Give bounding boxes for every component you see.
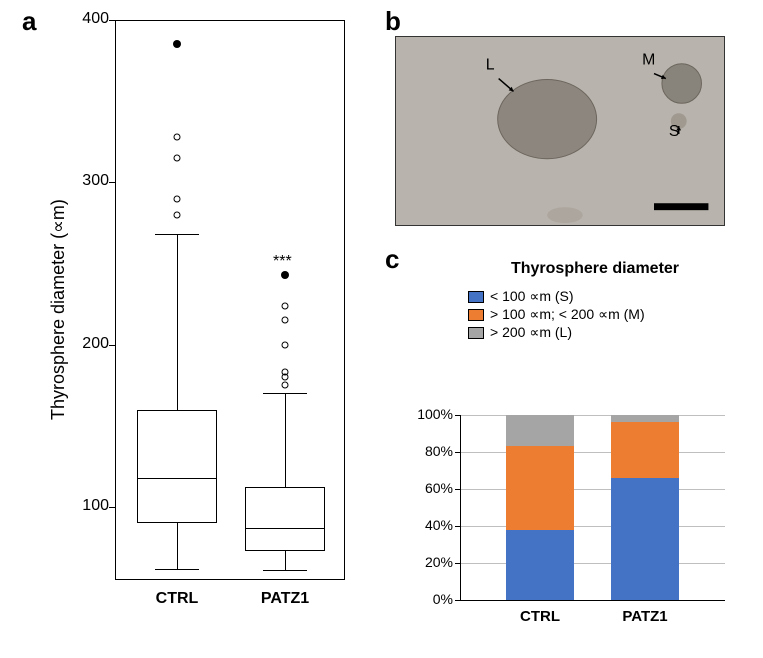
boxplot-outlier-open xyxy=(282,369,289,376)
stacked-gridline xyxy=(460,415,725,416)
panel-label-b: b xyxy=(385,6,401,37)
stacked-gridline xyxy=(460,452,725,453)
stacked-segment-S xyxy=(611,478,679,600)
legend-label: < 100 ∝m (S) xyxy=(490,288,574,305)
boxplot-x-label: CTRL xyxy=(137,590,217,608)
boxplot-whisker xyxy=(285,551,286,570)
panel-label-c: c xyxy=(385,244,399,275)
micrograph-image: L M S xyxy=(395,36,725,226)
boxplot-ytick-label: 200 xyxy=(59,335,109,353)
stacked-segment-M xyxy=(506,446,574,529)
micrograph-label: S xyxy=(669,123,680,140)
stacked-ytick-label: 100% xyxy=(408,406,453,422)
legend-label: > 100 ∝m; < 200 ∝m (M) xyxy=(490,306,645,323)
legend-label: > 200 ∝m (L) xyxy=(490,324,572,341)
stacked-ytick-label: 0% xyxy=(408,591,453,607)
legend-item: > 100 ∝m; < 200 ∝m (M) xyxy=(468,306,645,323)
boxplot-ytick-label: 300 xyxy=(59,172,109,190)
boxplot-ytick-label: 400 xyxy=(59,10,109,28)
boxplot-outlier-open xyxy=(174,211,181,218)
legend-item: < 100 ∝m (S) xyxy=(468,288,574,305)
boxplot-outlier-open xyxy=(282,302,289,309)
stacked-gridline xyxy=(460,526,725,527)
boxplot-ytick-label: 100 xyxy=(59,497,109,515)
stacked-ytick-label: 60% xyxy=(408,480,453,496)
stacked-y-axis xyxy=(460,415,461,600)
stacked-ytick-label: 20% xyxy=(408,554,453,570)
boxplot-whisker xyxy=(285,393,286,487)
boxplot-median xyxy=(137,478,217,479)
boxplot-outlier-filled xyxy=(281,271,289,279)
micrograph-svg: L M S xyxy=(396,37,724,225)
boxplot-whisker xyxy=(177,234,178,409)
legend-swatch xyxy=(468,327,484,339)
boxplot-median xyxy=(245,528,325,529)
boxplot-outlier-open xyxy=(174,133,181,140)
boxplot-outlier-open xyxy=(282,341,289,348)
stacked-segment-L xyxy=(506,415,574,446)
boxplot-ytick xyxy=(109,507,115,508)
boxplot-box xyxy=(137,410,217,524)
legend-swatch xyxy=(468,309,484,321)
significance-stars: *** xyxy=(273,253,292,271)
boxplot-outlier-filled xyxy=(173,40,181,48)
stacked-gridline xyxy=(460,489,725,490)
boxplot-box xyxy=(245,487,325,550)
stacked-ytick-label: 40% xyxy=(408,517,453,533)
boxplot-whisker-cap xyxy=(263,393,307,394)
boxplot-whisker-cap xyxy=(155,234,199,235)
stacked-segment-S xyxy=(506,530,574,600)
stacked-bar xyxy=(611,415,679,600)
boxplot-outlier-open xyxy=(174,195,181,202)
boxplot-outlier-open xyxy=(282,317,289,324)
stacked-bar-title: Thyrosphere diameter xyxy=(470,260,720,278)
stacked-segment-L xyxy=(611,415,679,422)
boxplot-ytick xyxy=(109,20,115,21)
stacked-segment-M xyxy=(611,422,679,478)
stacked-gridline xyxy=(460,563,725,564)
micrograph-label: M xyxy=(642,52,655,69)
stacked-bar-frame: 0%20%40%60%80%100% xyxy=(460,415,725,600)
legend-swatch xyxy=(468,291,484,303)
stacked-x-label: CTRL xyxy=(500,608,580,625)
boxplot-whisker-cap xyxy=(263,570,307,571)
boxplot-outlier-open xyxy=(282,382,289,389)
stacked-x-label: PATZ1 xyxy=(605,608,685,625)
micrograph-label: L xyxy=(486,57,495,74)
boxplot-outlier-open xyxy=(174,154,181,161)
stacked-ytick-label: 80% xyxy=(408,443,453,459)
stacked-x-axis xyxy=(460,600,725,601)
boxplot-whisker xyxy=(177,523,178,568)
boxplot-x-label: PATZ1 xyxy=(245,590,325,608)
stacked-bar xyxy=(506,415,574,600)
boxplot-ytick xyxy=(109,345,115,346)
boxplot-whisker-cap xyxy=(155,569,199,570)
boxplot-ytick xyxy=(109,182,115,183)
boxplot-y-label: Thyrosphere diameter (∝m) xyxy=(48,199,69,420)
panel-label-a: a xyxy=(22,6,36,37)
legend-item: > 200 ∝m (L) xyxy=(468,324,572,341)
